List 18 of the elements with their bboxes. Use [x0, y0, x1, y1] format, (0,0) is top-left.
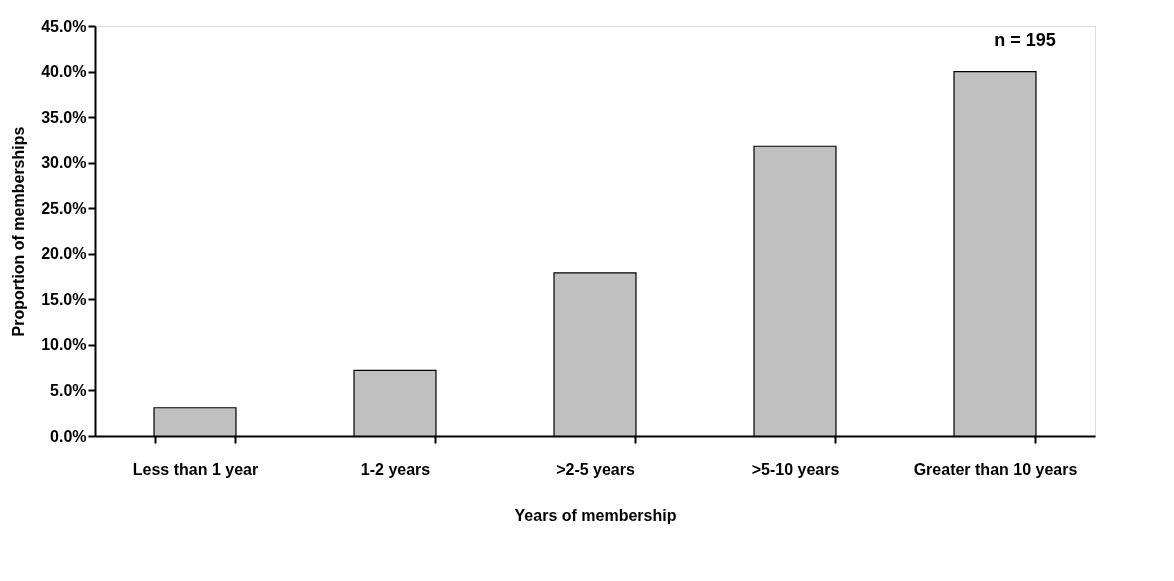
y-tick-label: 15.0%: [41, 290, 87, 308]
x-tick-label: 1-2 years: [360, 460, 431, 478]
y-tick-label: 30.0%: [41, 154, 87, 172]
y-axis-title: Proportion of memberships: [10, 126, 28, 337]
x-tick-label: Less than 1 year: [132, 460, 259, 478]
x-axis-title: Years of membership: [514, 506, 677, 524]
y-tick-label: 40.0%: [41, 63, 87, 81]
y-tick-label: 0.0%: [50, 427, 87, 445]
y-tick-label: 45.0%: [41, 17, 87, 35]
x-tick-label: >5-10 years: [751, 460, 840, 478]
annotation: n = 195: [994, 30, 1056, 50]
y-tick-label: 35.0%: [41, 108, 87, 126]
y-tick-label: 25.0%: [41, 199, 87, 217]
y-tick-label: 20.0%: [41, 245, 87, 263]
x-tick-label: >2-5 years: [556, 460, 635, 478]
y-tick-label: 5.0%: [50, 381, 87, 399]
x-tick-label: Greater than 10 years: [913, 460, 1078, 478]
y-tick-label: 10.0%: [41, 336, 87, 354]
